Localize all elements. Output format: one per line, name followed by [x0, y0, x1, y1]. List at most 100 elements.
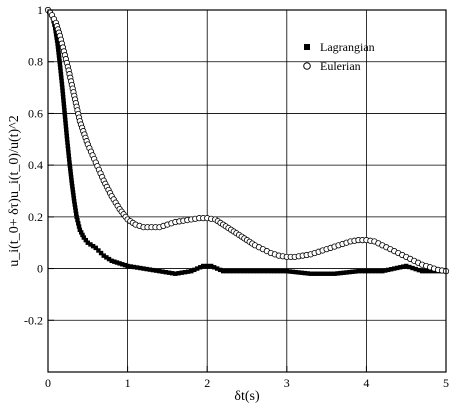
lagrangian-point	[344, 270, 349, 275]
lagrangian-point	[75, 217, 80, 223]
lagrangian-point	[251, 268, 257, 274]
plot-frame	[47, 9, 447, 373]
lagrangian-point	[70, 187, 75, 192]
lagrangian-point	[61, 104, 67, 110]
lagrangian-point	[80, 232, 85, 238]
lagrangian-point	[353, 269, 358, 274]
lagrangian-point	[64, 130, 69, 136]
lagrangian-point	[83, 237, 89, 243]
lagrangian-point	[214, 266, 220, 271]
lagrangian-point	[73, 205, 78, 210]
lagrangian-point	[72, 202, 77, 207]
lagrangian-point	[56, 50, 61, 55]
lagrangian-point	[90, 243, 96, 249]
lagrangian-point	[201, 263, 206, 269]
lagrangian-point	[57, 56, 62, 61]
lagrangian-point	[163, 269, 169, 275]
lagrangian-point	[407, 264, 412, 270]
lagrangian-point	[287, 269, 292, 274]
lagrangian-point	[386, 267, 391, 273]
x-tick-label: 4	[363, 376, 369, 390]
x-tick-label: 1	[125, 376, 131, 390]
lagrangian-point	[64, 133, 70, 139]
lagrangian-point	[185, 269, 191, 274]
lagrangian-point	[224, 268, 229, 274]
lagrangian-point	[154, 268, 159, 273]
lagrangian-point	[60, 91, 66, 97]
lagrangian-point	[69, 181, 75, 186]
y-axis-label: u_i(t_0+ δτ)u_i(t_0)/u(t)^2	[7, 115, 22, 267]
lagrangian-point	[293, 269, 298, 275]
lagrangian-point	[234, 268, 239, 274]
lagrangian-point	[56, 53, 62, 58]
lagrangian-point	[112, 259, 117, 264]
lagrangian-point	[57, 62, 63, 67]
y-tick-label: 0	[37, 262, 43, 276]
x-tick-label: 3	[284, 376, 290, 390]
lagrangian-point	[404, 263, 409, 269]
lagrangian-point	[302, 270, 307, 276]
legend: Lagrangian Eulerian	[303, 40, 375, 73]
lagrangian-point	[131, 264, 137, 270]
lagrangian-point	[54, 38, 60, 43]
lagrangian-point	[369, 268, 375, 274]
lagrangian-point	[73, 211, 79, 216]
lagrangian-point	[305, 271, 310, 276]
y-tick-label: 0.6	[28, 106, 43, 120]
lagrangian-point	[426, 268, 432, 274]
lagrangian-point	[373, 268, 378, 274]
lagrangian-point	[62, 107, 67, 113]
lagrangian-point	[261, 268, 267, 274]
lagrangian-point	[208, 263, 214, 269]
legend-label-lagrangian: Lagrangian	[320, 40, 375, 54]
lagrangian-point	[120, 262, 125, 267]
lagrangian-point	[401, 264, 406, 269]
lagrangian-point	[255, 268, 260, 274]
lagrangian-point	[63, 120, 68, 126]
lagrangian-point	[322, 271, 327, 276]
lagrangian-point	[169, 271, 175, 276]
lagrangian-point	[189, 268, 194, 274]
x-tick-label: 0	[45, 376, 51, 390]
lagrangian-point	[281, 268, 286, 274]
lagrangian-point	[308, 271, 313, 276]
lagrangian-point	[205, 263, 210, 269]
lagrangian-point	[389, 267, 394, 272]
lagrangian-point	[410, 265, 415, 271]
lagrangian-point	[318, 271, 324, 276]
lagrangian-point	[138, 265, 143, 271]
lagrangian-point	[65, 143, 70, 149]
legend-marker-lagrangian	[304, 44, 310, 50]
x-tick-label: 2	[204, 376, 210, 390]
lagrangian-point	[416, 267, 422, 273]
lagrangian-point	[278, 268, 283, 274]
lagrangian-point	[58, 68, 63, 74]
y-tick-label: 0.4	[28, 158, 43, 172]
lagrangian-point	[56, 47, 61, 52]
lagrangian-point	[62, 114, 68, 119]
lagrangian-point	[350, 269, 355, 275]
lagrangian-point	[268, 268, 274, 274]
lagrangian-point	[69, 178, 74, 183]
lagrangian-point	[85, 240, 90, 245]
lagrangian-point	[68, 169, 73, 174]
x-axis-label: δt(s)	[234, 389, 260, 404]
lagrangian-point	[117, 261, 122, 266]
lagrangian-point	[55, 44, 61, 49]
lagrangian-point	[66, 157, 72, 162]
lagrangian-point	[106, 256, 112, 262]
lagrangian-point	[78, 230, 84, 235]
lagrangian-point	[231, 268, 236, 274]
lagrangian-point	[248, 268, 253, 274]
lagrangian-point	[220, 268, 226, 274]
lagrangian-point	[65, 140, 70, 145]
lagrangian-point	[134, 265, 140, 270]
lagrangian-point	[413, 266, 418, 272]
lagrangian-point	[59, 82, 65, 87]
lagrangian-point	[59, 78, 64, 84]
lagrangian-point	[109, 258, 114, 264]
lagrangian-point	[325, 271, 330, 276]
lagrangian-point	[61, 101, 67, 106]
ticks: 0 1 2 3 4 5 -0.2 0 0.2 0.4 0.6 0.8 1	[24, 3, 449, 390]
